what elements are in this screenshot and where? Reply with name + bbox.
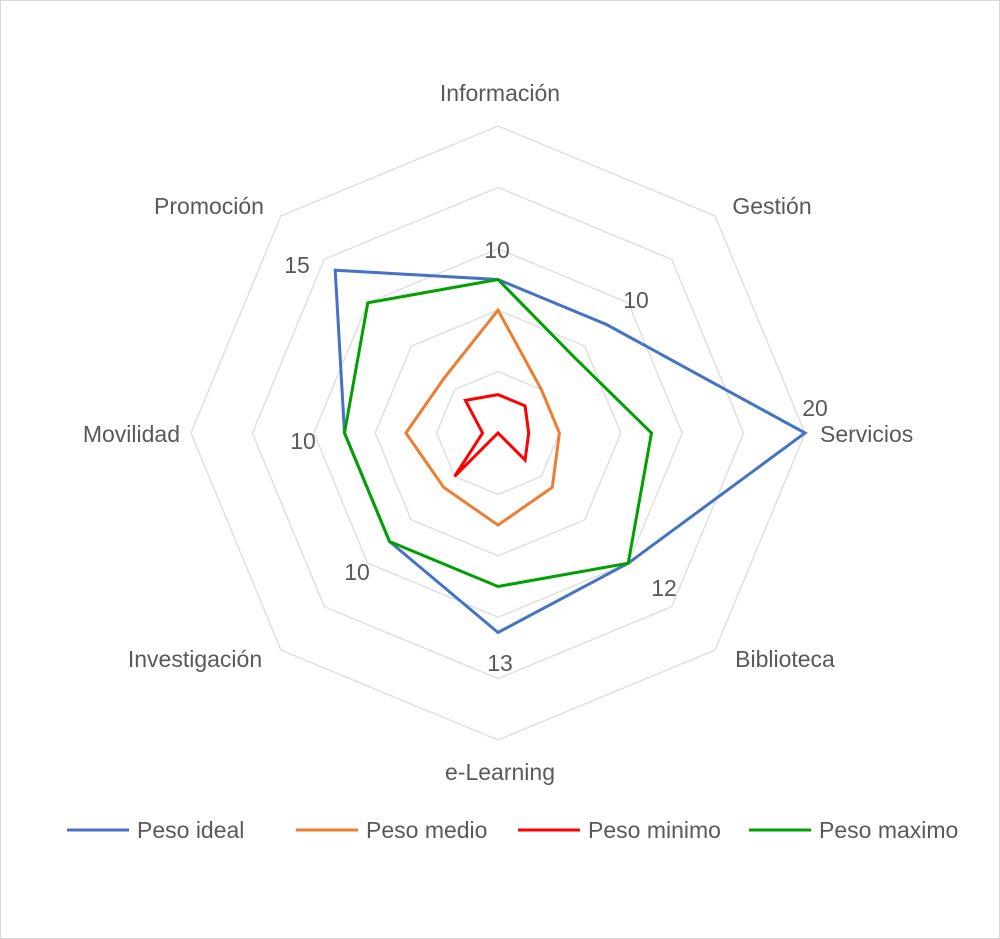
legend-label-peso-medio: Peso medio xyxy=(366,817,487,843)
grid-ring xyxy=(374,309,622,557)
legend-label-peso-maximo: Peso maximo xyxy=(819,817,958,843)
data-label-servicios: 20 xyxy=(802,395,828,421)
legend: Peso ideal Peso medio Peso minimo Peso maxi… xyxy=(67,817,958,843)
axis-label-promocion: Promoción xyxy=(154,193,264,219)
axis-label-investigacion: Investigación xyxy=(128,646,262,672)
data-label-e-learning: 13 xyxy=(487,650,513,676)
data-labels: 10 10 20 12 13 10 10 15 xyxy=(284,237,828,676)
axis-label-biblioteca: Biblioteca xyxy=(735,646,835,672)
series-peso-ideal xyxy=(333,268,808,635)
grid-ring xyxy=(190,125,806,741)
axis-label-movilidad: Movilidad xyxy=(83,421,180,447)
radar-series xyxy=(333,268,808,635)
data-label-movilidad: 10 xyxy=(290,428,316,454)
data-label-promocion: 15 xyxy=(284,252,310,278)
data-label-gestion: 10 xyxy=(623,287,649,313)
data-label-biblioteca: 12 xyxy=(651,575,677,601)
axis-label-e-learning: e-Learning xyxy=(445,759,555,785)
axis-labels: Información Gestión Servicios Biblioteca e-L… xyxy=(83,80,913,785)
axis-label-servicios: Servicios xyxy=(820,421,913,447)
series-peso-minimo xyxy=(453,393,531,478)
data-label-informacion: 10 xyxy=(484,237,510,263)
series-peso-maximo xyxy=(342,277,654,589)
axis-label-informacion: Información xyxy=(440,80,560,106)
legend-label-peso-ideal: Peso ideal xyxy=(137,817,244,843)
axis-label-gestion: Gestión xyxy=(732,193,811,219)
legend-label-peso-minimo: Peso minimo xyxy=(588,817,721,843)
data-label-investigacion: 10 xyxy=(344,559,370,585)
grid-ring xyxy=(251,186,745,680)
series-peso-medio xyxy=(404,307,561,527)
